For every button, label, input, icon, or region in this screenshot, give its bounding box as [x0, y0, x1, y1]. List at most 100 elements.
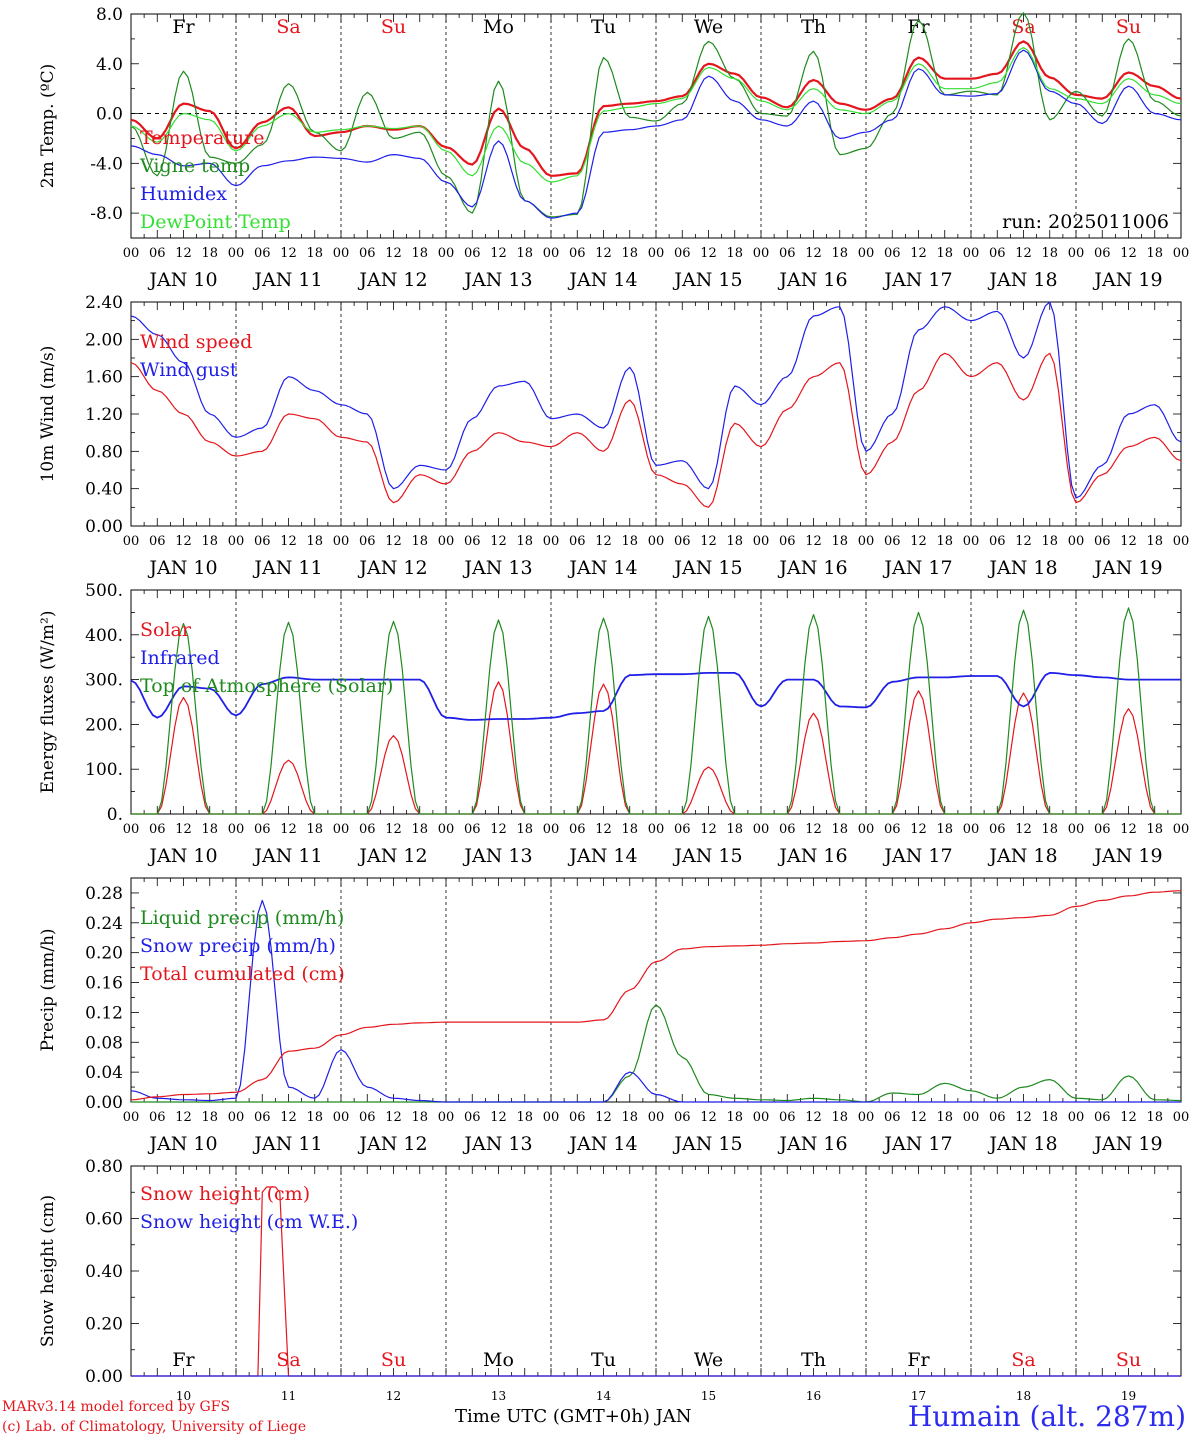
series-line-temperature	[130, 40, 1182, 177]
hour-tick-label: 18	[1146, 822, 1163, 837]
hour-tick-label: 12	[280, 1110, 297, 1125]
hour-tick-label: 18	[726, 534, 743, 549]
legend-entry: Snow height (cm)	[140, 1183, 310, 1205]
hour-tick-label: 00	[648, 246, 665, 261]
hour-tick-label: 18	[1041, 1110, 1058, 1125]
y-tick-label: 0.	[107, 805, 123, 825]
date-label: JAN 12	[357, 1133, 427, 1155]
panel-5: 0.80 0.60 0.40 0.20 0.00 Snow height (cm) Fr Sa…	[38, 1157, 1182, 1403]
y-tick-label: 0.16	[85, 974, 123, 994]
hour-tick-label: 12	[595, 246, 612, 261]
hour-tick-label: 18	[621, 246, 638, 261]
day-number-label: 15	[701, 1389, 716, 1403]
series-line-humidex	[130, 49, 1182, 219]
y-tick-label: 100.	[85, 760, 123, 780]
hour-tick-label: 00	[858, 246, 875, 261]
hour-tick-label: 06	[464, 1110, 481, 1125]
hour-tick-label: 18	[516, 822, 533, 837]
y-tick-label: 0.24	[85, 914, 123, 934]
panel-3: 500. 400. 300. 200. 100. 0. Energy fluxes (W/m…	[38, 581, 1189, 867]
date-label: JAN 11	[252, 557, 322, 579]
hour-tick-label: 00	[858, 534, 875, 549]
hour-tick-label: 18	[1146, 1110, 1163, 1125]
series-line-snow-precip-mm-h-	[130, 899, 1181, 1103]
y-tick-label: 1.20	[85, 405, 123, 425]
date-label: JAN 18	[987, 1133, 1057, 1155]
hour-tick-label: 00	[543, 534, 560, 549]
hour-tick-label: 06	[779, 822, 796, 837]
hour-tick-label: 18	[621, 534, 638, 549]
hour-tick-label: 00	[1068, 822, 1085, 837]
hour-tick-label: 06	[884, 822, 901, 837]
legend-entry: Wind gust	[140, 359, 238, 381]
hour-tick-label: 18	[306, 822, 323, 837]
weekday-label: Fr	[907, 16, 930, 38]
hour-tick-label: 18	[621, 1110, 638, 1125]
date-label: JAN 13	[462, 1133, 532, 1155]
y-tick-label: 0.00	[85, 1367, 123, 1387]
hour-tick-label: 00	[333, 1110, 350, 1125]
date-label: JAN 19	[1092, 1133, 1162, 1155]
hour-tick-label: 00	[858, 1110, 875, 1125]
hour-tick-label: 06	[464, 246, 481, 261]
day-number-label: 16	[806, 1389, 821, 1403]
hour-tick-label: 06	[359, 822, 376, 837]
hour-tick-label: 18	[201, 1110, 218, 1125]
x-axis-title: Time UTC (GMT+0h) JAN	[455, 1406, 692, 1427]
hour-tick-label: 00	[438, 1110, 455, 1125]
date-label: JAN 15	[672, 845, 742, 867]
hour-tick-label: 18	[936, 534, 953, 549]
lab-credit: (c) Lab. of Climatology, University of L…	[2, 1419, 307, 1435]
hour-tick-label: 06	[674, 822, 691, 837]
hour-tick-label: 12	[700, 822, 717, 837]
date-label: JAN 10	[147, 845, 217, 867]
hour-tick-label: 00	[333, 246, 350, 261]
y-tick-label: 2.00	[85, 330, 123, 350]
series-line-wind-speed	[130, 352, 1182, 508]
hour-tick-label: 12	[175, 534, 192, 549]
weekday-label: Fr	[907, 1349, 930, 1371]
hour-tick-label: 06	[779, 1110, 796, 1125]
legend-entry: Vigne temp	[139, 155, 250, 177]
y-tick-label: 300.	[85, 671, 123, 691]
hour-tick-label: 18	[306, 246, 323, 261]
hour-tick-label: 00	[1173, 822, 1190, 837]
legend-entry: Infrared	[140, 647, 220, 669]
hour-tick-label: 00	[438, 534, 455, 549]
hour-tick-label: 06	[149, 822, 166, 837]
weekday-label: Mo	[483, 16, 514, 38]
hour-tick-label: 06	[464, 534, 481, 549]
weekday-label: Sa	[1011, 1349, 1035, 1371]
hour-tick-label: 12	[280, 534, 297, 549]
hour-tick-label: 06	[254, 534, 271, 549]
hour-tick-label: 12	[490, 822, 507, 837]
date-label: JAN 12	[357, 269, 427, 291]
date-label: JAN 11	[252, 269, 322, 291]
y-axis-title: Energy fluxes (W/m²)	[38, 611, 58, 794]
hour-tick-label: 18	[726, 1110, 743, 1125]
date-label: JAN 16	[777, 1133, 847, 1155]
station-name: Humain (alt. 287m)	[907, 1400, 1186, 1433]
hour-tick-label: 06	[1094, 1110, 1111, 1125]
date-label: JAN 17	[882, 269, 952, 291]
day-number-label: 18	[1016, 1389, 1031, 1403]
weekday-label: Fr	[172, 16, 195, 38]
hour-tick-label: 06	[674, 534, 691, 549]
hour-tick-label: 00	[123, 822, 140, 837]
legend-entry: DewPoint Temp	[140, 211, 291, 233]
hour-tick-label: 06	[779, 534, 796, 549]
hour-tick-label: 18	[621, 822, 638, 837]
hour-tick-label: 00	[963, 246, 980, 261]
hour-tick-label: 00	[123, 246, 140, 261]
hour-tick-label: 18	[936, 246, 953, 261]
hour-tick-label: 12	[175, 822, 192, 837]
hour-tick-label: 18	[201, 246, 218, 261]
day-number-label: 11	[281, 1389, 296, 1403]
hour-tick-label: 18	[516, 534, 533, 549]
weekday-label: Su	[381, 1349, 406, 1371]
hour-tick-label: 06	[1094, 822, 1111, 837]
run-label: run: 2025011006	[1002, 211, 1169, 233]
weekday-label: Sa	[276, 16, 300, 38]
hour-tick-label: 12	[1120, 534, 1137, 549]
legend-entry: Snow height (cm W.E.)	[140, 1211, 358, 1233]
